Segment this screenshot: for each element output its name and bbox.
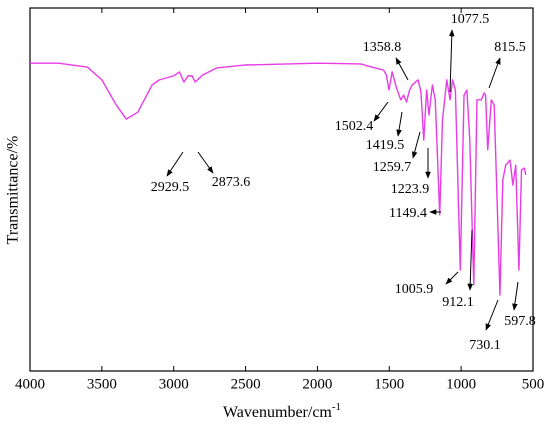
- plot-frame: [29, 7, 534, 372]
- annotation: 1358.8: [363, 40, 402, 55]
- annotation: 2873.6: [212, 175, 251, 190]
- x-axis-label-sup: -1: [332, 401, 341, 413]
- annotation: 1005.9: [395, 282, 434, 297]
- annotation: 2929.5: [151, 180, 190, 195]
- annotation-arrow: [485, 299, 499, 331]
- x-tick-label: 1500: [374, 376, 404, 392]
- x-tick-label: 4000: [15, 376, 45, 392]
- annotation-arrow: [373, 101, 389, 122]
- annotation-arrow: [467, 229, 474, 291]
- x-tick-label: 1000: [446, 376, 476, 392]
- x-tick-label: 2000: [302, 376, 332, 392]
- x-axis-label: Wavenumber/cm-1: [223, 401, 341, 421]
- annotation-arrow: [166, 151, 184, 177]
- annotation-arrow: [445, 271, 459, 285]
- annotation: 815.5: [494, 40, 526, 55]
- annotation: 1502.4: [335, 119, 374, 134]
- annotation-arrow: [488, 57, 501, 89]
- annotation: 1259.7: [373, 160, 412, 175]
- annotation: 730.1: [469, 338, 501, 353]
- x-tick-label: 3500: [87, 376, 117, 392]
- annotation-arrow: [396, 111, 403, 137]
- annotation-arrow: [411, 131, 421, 159]
- spectrum-line: [30, 62, 527, 296]
- x-axis-label-main: Wavenumber/cm: [223, 404, 332, 421]
- annotation: 597.8: [504, 314, 536, 329]
- annotation: 1077.5: [451, 12, 490, 27]
- annotation-arrow: [512, 281, 519, 311]
- x-tick-label: 2500: [231, 376, 261, 392]
- annotation: 1419.5: [366, 138, 405, 153]
- annotation-arrow: [197, 151, 214, 174]
- annotation: 1149.4: [389, 206, 427, 221]
- annotation: 912.1: [442, 295, 474, 310]
- annotation-arrow: [395, 57, 409, 81]
- x-tick-label: 500: [522, 376, 545, 392]
- x-tick-label: 3000: [159, 376, 189, 392]
- annotation-arrow: [448, 29, 455, 93]
- annotation: 1223.9: [391, 182, 430, 197]
- y-axis-label: Transmittance/%: [5, 136, 22, 245]
